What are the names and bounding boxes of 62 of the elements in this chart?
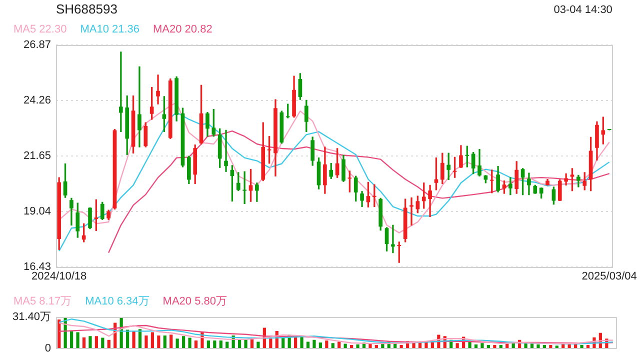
bar <box>312 340 316 348</box>
bar <box>580 345 584 348</box>
bar <box>163 336 166 348</box>
bar <box>356 344 360 348</box>
y-tick-label: 21.65 <box>23 150 51 162</box>
bar <box>480 343 484 348</box>
bar <box>219 340 222 348</box>
bar <box>107 340 110 348</box>
y-tick-label: 26.87 <box>23 39 51 52</box>
bar <box>194 340 198 348</box>
candlestick <box>156 74 160 104</box>
candlestick <box>138 66 142 148</box>
bar <box>70 331 74 348</box>
bar <box>132 331 136 348</box>
y-tick-label: 0 <box>44 342 51 354</box>
bar <box>424 342 428 348</box>
bar <box>331 343 334 348</box>
bar <box>325 340 328 348</box>
y-tick-label: 19.04 <box>23 205 51 218</box>
text: 03-04 14:30 <box>554 4 612 16</box>
bar <box>318 342 322 348</box>
bar <box>430 342 434 348</box>
bar <box>88 336 92 348</box>
bar <box>176 338 179 348</box>
bar <box>206 340 210 348</box>
series-label: MA20 5.80万 <box>162 296 227 308</box>
chart-title: SH688593 <box>56 2 118 17</box>
series-label: MA10 6.34万 <box>85 296 150 308</box>
bar <box>536 344 540 348</box>
bar <box>456 343 459 348</box>
candlestick <box>224 130 228 172</box>
text: MA20 20.82 <box>153 24 212 36</box>
bar <box>250 339 254 348</box>
bar <box>269 338 272 348</box>
bar <box>344 344 347 348</box>
y-tick-label: 16.43 <box>23 260 51 273</box>
candlestick <box>410 197 414 226</box>
bar <box>144 336 148 348</box>
bar <box>101 338 104 348</box>
bar <box>94 336 98 348</box>
y-tick-label: 31.40万 <box>12 311 51 324</box>
x-tick-label: 2024/10/18 <box>32 270 87 282</box>
bar <box>182 336 186 348</box>
bar <box>76 332 80 348</box>
bar <box>150 332 154 348</box>
bar <box>412 342 416 348</box>
bar <box>244 340 248 348</box>
series-label: MA5 8.17万 <box>14 296 72 308</box>
bar <box>58 320 61 348</box>
bar <box>468 342 472 348</box>
bar <box>188 338 192 348</box>
bar <box>157 336 160 348</box>
text: MA5 22.30 <box>14 24 67 36</box>
bar <box>170 334 173 348</box>
x-tick-label: 2025/03/04 <box>582 270 637 282</box>
bar <box>213 340 216 348</box>
candlestick <box>242 171 246 204</box>
text: MA10 21.36 <box>80 24 140 36</box>
bar <box>82 337 86 348</box>
bar <box>256 342 260 348</box>
y-tick-label: 24.26 <box>23 94 51 106</box>
bar <box>238 340 242 348</box>
